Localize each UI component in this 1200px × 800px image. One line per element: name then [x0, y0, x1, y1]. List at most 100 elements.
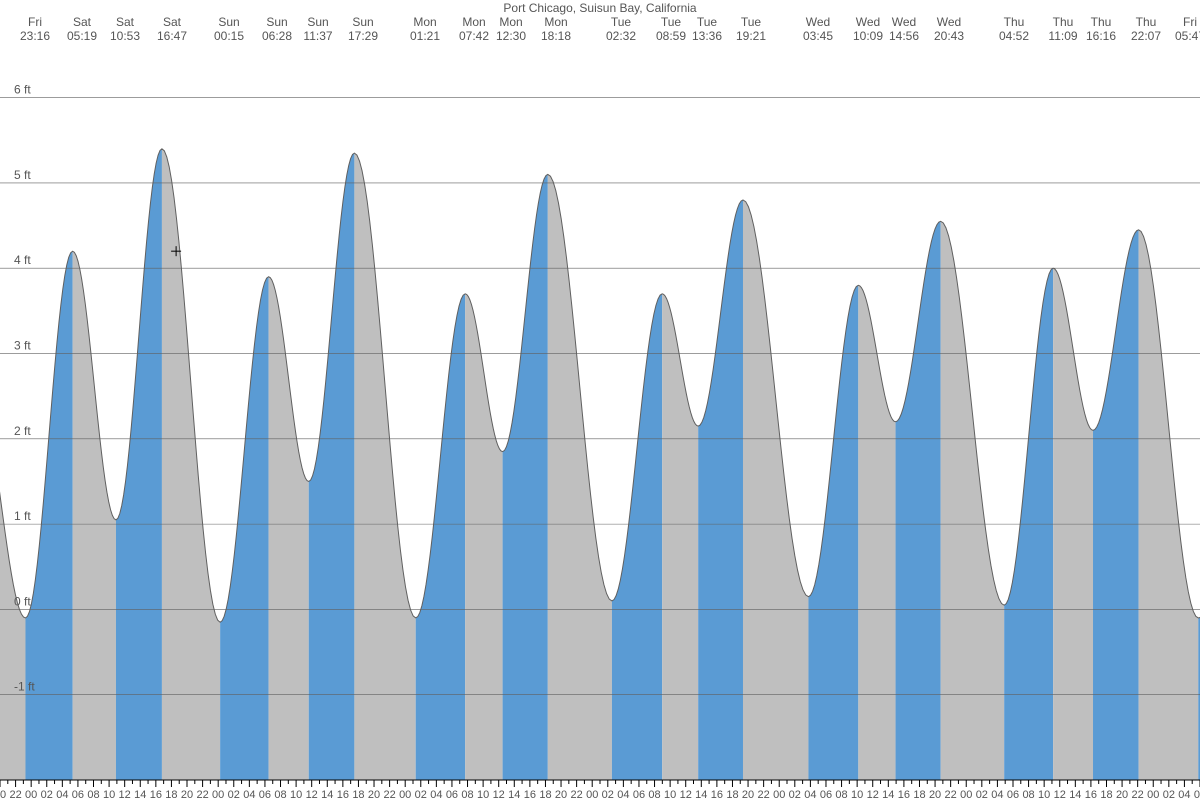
- x-tick-label: 02: [41, 789, 53, 800]
- y-tick-label: 6 ft: [14, 83, 31, 97]
- extreme-time-label: 11:37: [303, 29, 332, 43]
- extreme-time-label: 04:52: [999, 29, 1029, 43]
- extreme-day-label: Wed: [892, 15, 916, 29]
- y-tick-label: 4 ft: [14, 253, 31, 267]
- extreme-time-label: 05:47: [1175, 29, 1200, 43]
- extreme-day-label: Sun: [266, 15, 287, 29]
- x-tick-label: 08: [274, 789, 286, 800]
- x-tick-label: 14: [1069, 789, 1081, 800]
- x-tick-label: 04: [617, 789, 629, 800]
- extreme-time-label: 01:21: [410, 29, 440, 43]
- extreme-time-label: 08:59: [656, 29, 686, 43]
- extreme-day-label: Wed: [937, 15, 961, 29]
- x-tick-label: 02: [976, 789, 988, 800]
- x-tick-label: 02: [602, 789, 614, 800]
- x-tick-label: 18: [726, 789, 738, 800]
- extreme-day-label: Tue: [741, 15, 762, 29]
- x-tick-label: 12: [119, 789, 131, 800]
- extreme-day-label: Sun: [352, 15, 373, 29]
- extreme-day-label: Sat: [163, 15, 182, 29]
- tide-chart: -1 ft0 ft1 ft2 ft3 ft4 ft5 ft6 ft2022000…: [0, 0, 1200, 800]
- x-tick-label: 20: [555, 789, 567, 800]
- extreme-time-label: 12:30: [496, 29, 526, 43]
- x-tick-label: 04: [430, 789, 442, 800]
- x-tick-label: 06: [633, 789, 645, 800]
- x-tick-label: 16: [711, 789, 723, 800]
- x-tick-label: 12: [493, 789, 505, 800]
- chart-title: Port Chicago, Suisun Bay, California: [503, 1, 697, 15]
- x-tick-label: 20: [742, 789, 754, 800]
- x-tick-label: 18: [165, 789, 177, 800]
- x-tick-label: 10: [103, 789, 115, 800]
- y-tick-label: -1 ft: [14, 680, 35, 694]
- x-tick-label: 04: [56, 789, 68, 800]
- x-tick-label: 00: [1147, 789, 1159, 800]
- extreme-day-label: Thu: [1004, 15, 1025, 29]
- extreme-time-label: 07:42: [459, 29, 489, 43]
- x-tick-label: 12: [306, 789, 318, 800]
- x-tick-label: 18: [913, 789, 925, 800]
- x-tick-label: 10: [290, 789, 302, 800]
- x-tick-label: 20: [929, 789, 941, 800]
- extreme-day-label: Wed: [856, 15, 880, 29]
- x-tick-label: 00: [773, 789, 785, 800]
- x-tick-label: 00: [25, 789, 37, 800]
- extreme-day-label: Thu: [1091, 15, 1112, 29]
- extreme-time-label: 05:19: [67, 29, 97, 43]
- extreme-time-label: 03:45: [803, 29, 833, 43]
- extreme-day-label: Sat: [116, 15, 135, 29]
- extreme-time-label: 18:18: [541, 29, 571, 43]
- x-tick-label: 06: [259, 789, 271, 800]
- extreme-day-label: Fri: [1183, 15, 1197, 29]
- x-tick-label: 12: [1054, 789, 1066, 800]
- extreme-day-label: Thu: [1136, 15, 1157, 29]
- x-tick-label: 20: [181, 789, 193, 800]
- x-tick-label: 22: [1132, 789, 1144, 800]
- extreme-time-label: 19:21: [736, 29, 766, 43]
- x-tick-label: 06: [446, 789, 458, 800]
- x-tick-label: 02: [415, 789, 427, 800]
- extreme-time-label: 17:29: [348, 29, 378, 43]
- x-tick-label: 06: [1194, 789, 1200, 800]
- x-tick-label: 02: [228, 789, 240, 800]
- x-tick-label: 16: [150, 789, 162, 800]
- x-tick-label: 12: [680, 789, 692, 800]
- x-tick-label: 02: [1163, 789, 1175, 800]
- x-tick-label: 10: [1038, 789, 1050, 800]
- extreme-day-label: Mon: [462, 15, 485, 29]
- x-tick-label: 22: [758, 789, 770, 800]
- extreme-day-label: Thu: [1053, 15, 1074, 29]
- x-tick-label: 08: [87, 789, 99, 800]
- x-tick-label: 16: [524, 789, 536, 800]
- y-tick-label: 1 ft: [14, 509, 31, 523]
- extreme-time-label: 14:56: [889, 29, 919, 43]
- extreme-day-label: Mon: [544, 15, 567, 29]
- x-tick-label: 16: [1085, 789, 1097, 800]
- extreme-time-label: 00:15: [214, 29, 244, 43]
- x-axis: 2022000204060810121416182022000204060810…: [0, 780, 1200, 800]
- x-tick-label: 10: [851, 789, 863, 800]
- extreme-day-label: Tue: [661, 15, 682, 29]
- x-tick-label: 06: [1007, 789, 1019, 800]
- x-tick-label: 22: [9, 789, 21, 800]
- extreme-time-label: 10:53: [110, 29, 140, 43]
- extreme-day-label: Tue: [697, 15, 718, 29]
- x-tick-label: 14: [321, 789, 333, 800]
- x-tick-label: 20: [368, 789, 380, 800]
- x-tick-label: 22: [945, 789, 957, 800]
- extreme-time-label: 10:09: [853, 29, 883, 43]
- x-tick-label: 20: [1116, 789, 1128, 800]
- extreme-time-label: 22:07: [1131, 29, 1161, 43]
- extreme-day-label: Fri: [28, 15, 42, 29]
- x-tick-label: 00: [960, 789, 972, 800]
- x-tick-label: 04: [243, 789, 255, 800]
- x-tick-label: 22: [196, 789, 208, 800]
- x-tick-label: 00: [586, 789, 598, 800]
- x-tick-label: 04: [804, 789, 816, 800]
- x-tick-label: 10: [477, 789, 489, 800]
- x-tick-label: 08: [648, 789, 660, 800]
- header-labels: Port Chicago, Suisun Bay, California Fri 2…: [20, 1, 1200, 43]
- x-tick-label: 04: [1178, 789, 1190, 800]
- x-tick-label: 14: [695, 789, 707, 800]
- x-tick-label: 20: [0, 789, 6, 800]
